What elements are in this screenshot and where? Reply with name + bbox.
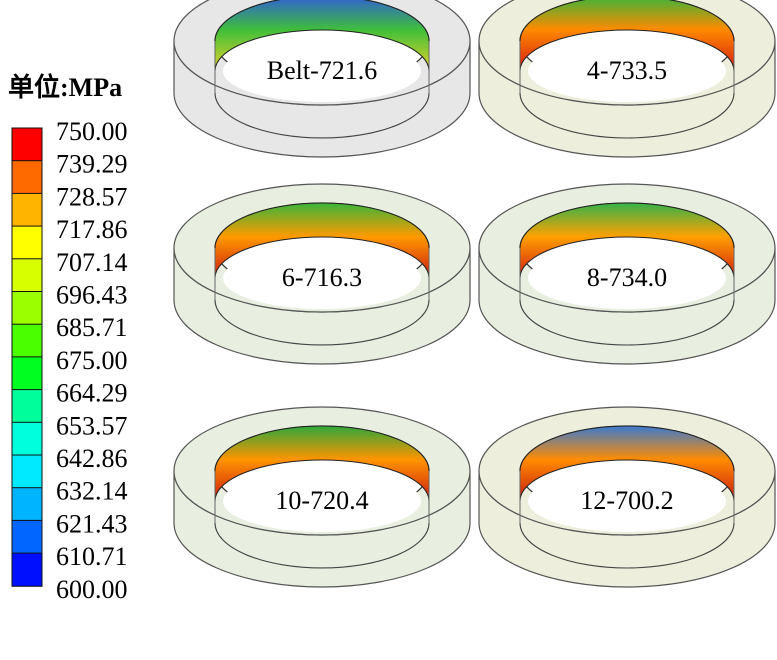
legend-value-label: 675.00 bbox=[56, 346, 128, 375]
ring-inner-edge bbox=[519, 299, 735, 346]
ring-label: Belt-721.6 bbox=[267, 56, 378, 85]
legend-value-label: 739.29 bbox=[56, 150, 128, 179]
legend-swatch bbox=[11, 356, 43, 391]
ring-inner-edge bbox=[214, 299, 430, 346]
legend-value-label: 664.29 bbox=[56, 379, 128, 408]
ring-center-area bbox=[528, 247, 726, 309]
ring-label: 6-716.3 bbox=[282, 263, 362, 292]
legend-swatch bbox=[11, 192, 43, 228]
legend-value-label: 653.57 bbox=[56, 411, 128, 440]
legend-value-label: 685.71 bbox=[56, 313, 128, 342]
ring-panels: Belt-721.6 4-733.5 6-716.3 8-734.0 10-720.4 1… bbox=[173, 0, 776, 588]
legend-swatch bbox=[11, 519, 43, 555]
ring-label: 10-720.4 bbox=[275, 486, 368, 515]
ring-inner-edge bbox=[519, 522, 735, 569]
legend-swatch bbox=[11, 291, 43, 326]
legend-value-label: 728.57 bbox=[56, 182, 128, 211]
legend-title: 单位:MPa bbox=[8, 72, 122, 102]
ring-label: 4-733.5 bbox=[587, 56, 667, 85]
ring-center-area bbox=[223, 247, 421, 309]
ring-label: 8-734.0 bbox=[587, 263, 667, 292]
ring-panel: 8-734.0 bbox=[478, 183, 776, 365]
ring-center-area bbox=[528, 470, 726, 532]
legend-swatch bbox=[11, 454, 43, 489]
ring-center-area bbox=[223, 40, 421, 102]
ring-panel: 4-733.5 bbox=[478, 0, 776, 158]
legend-value-label: 696.43 bbox=[56, 281, 128, 310]
legend-swatch bbox=[11, 552, 43, 587]
legend-value-label: 621.43 bbox=[56, 509, 128, 538]
legend-swatch bbox=[11, 421, 43, 456]
legend-swatch bbox=[11, 127, 43, 162]
ring-panel: 6-716.3 bbox=[173, 183, 471, 365]
legend-color-bar bbox=[11, 127, 43, 587]
legend-value-label: 707.14 bbox=[56, 248, 128, 277]
ring-inner-edge bbox=[214, 522, 430, 569]
legend-value-label: 642.86 bbox=[56, 444, 128, 473]
legend-value-label: 610.71 bbox=[56, 542, 128, 571]
legend-value-label: 600.00 bbox=[56, 575, 128, 604]
legend-labels: 750.00 739.29 728.57 717.86 707.14 696.43 685.… bbox=[56, 117, 128, 604]
legend-value-label: 717.86 bbox=[56, 215, 128, 244]
legend-value-label: 632.14 bbox=[56, 477, 128, 506]
legend-swatch bbox=[11, 389, 43, 424]
ring-inner-edge bbox=[519, 92, 735, 139]
ring-center-area bbox=[528, 40, 726, 102]
legend-swatch bbox=[11, 225, 43, 260]
legend-swatch bbox=[11, 323, 43, 358]
legend-swatch bbox=[11, 487, 43, 522]
ring-panel: 12-700.2 bbox=[478, 406, 776, 588]
ring-label: 12-700.2 bbox=[580, 486, 673, 515]
legend-value-label: 750.00 bbox=[56, 117, 128, 146]
ring-panel: Belt-721.6 bbox=[173, 0, 471, 158]
legend-swatch bbox=[11, 258, 43, 293]
ring-center-area bbox=[223, 470, 421, 532]
legend-swatch bbox=[11, 160, 43, 195]
ring-inner-edge bbox=[214, 92, 430, 139]
ring-panel: 10-720.4 bbox=[173, 406, 471, 588]
legend: 单位:MPa 750.00 739.29 728.57 717.86 707.14 696… bbox=[8, 72, 128, 604]
